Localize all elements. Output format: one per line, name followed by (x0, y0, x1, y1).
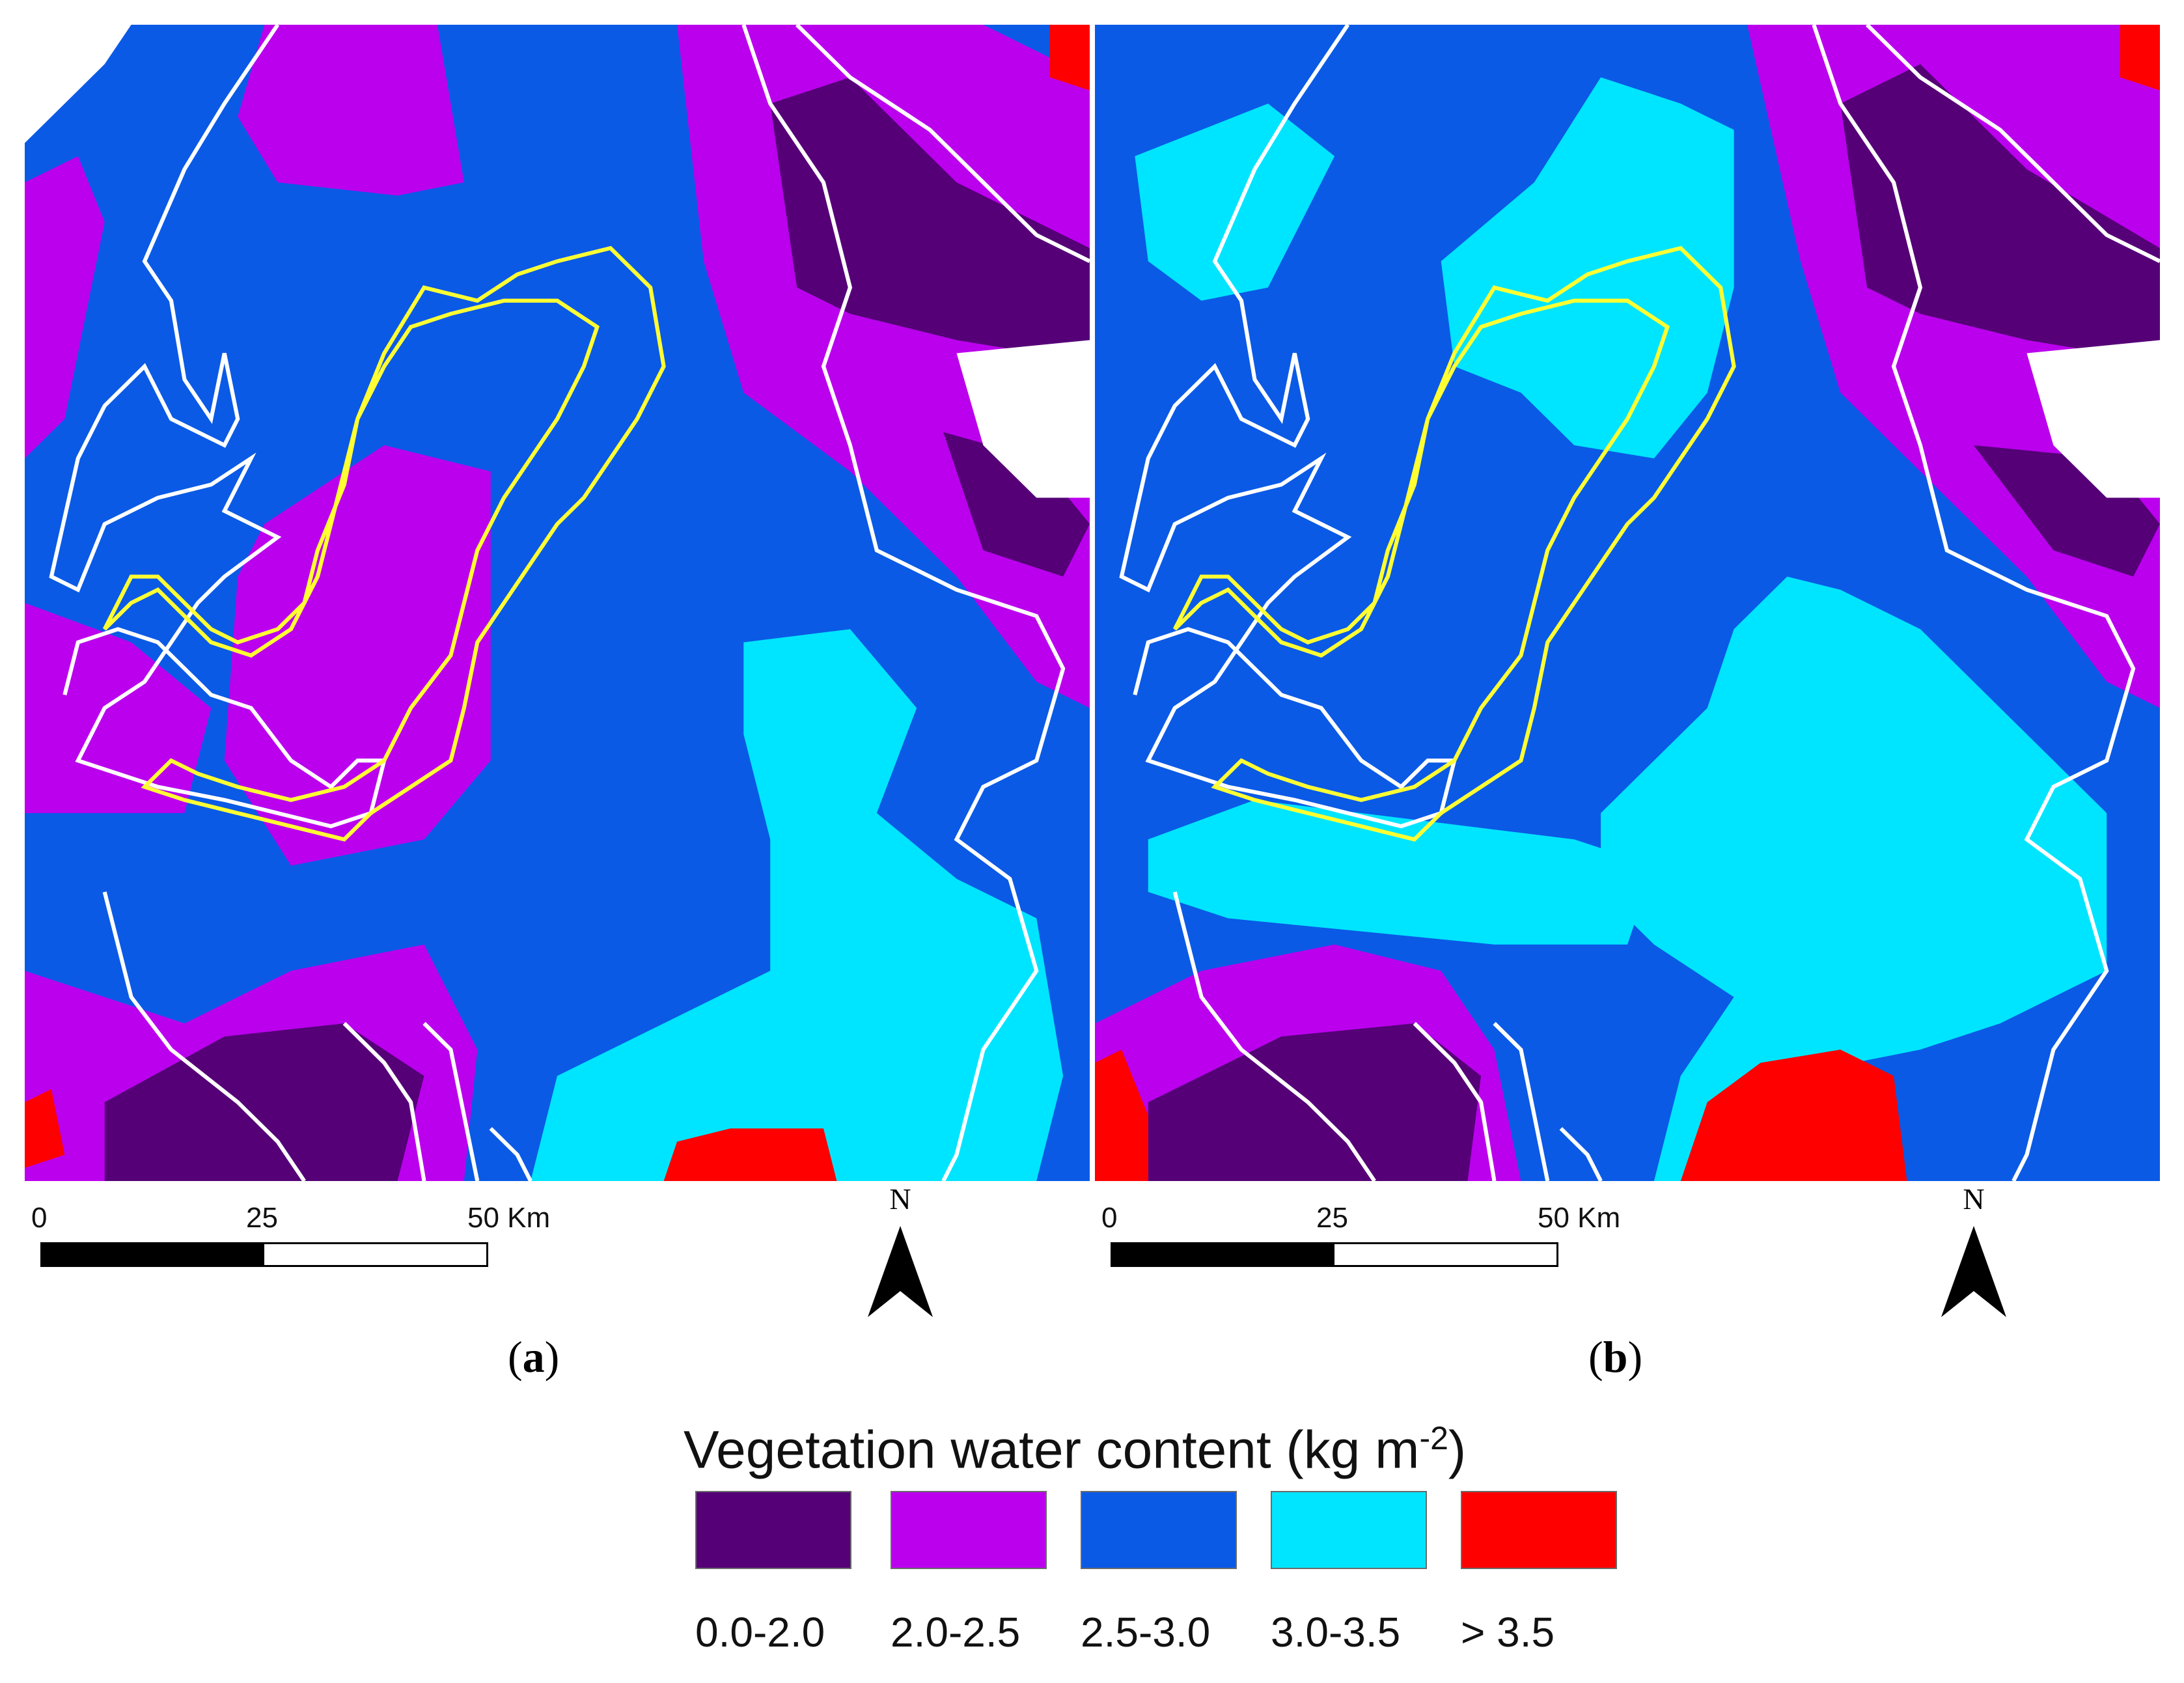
scale-tick-25: 25 (246, 1202, 278, 1234)
legend-swatch (1271, 1491, 1427, 1569)
class-gt-3.5-region (25, 1089, 65, 1168)
north-label: N (889, 1182, 911, 1216)
scale-bar-b: 0 25 50 Km (1095, 1197, 1620, 1275)
scale-bar-graphic (1111, 1242, 1558, 1267)
legend-swatch (1081, 1491, 1237, 1569)
legend-label: 2.5-3.0 (1081, 1609, 1211, 1656)
legend-label: 3.0-3.5 (1271, 1609, 1401, 1656)
map-panel-a (25, 25, 1090, 1181)
class-2.0-2.5-region (25, 156, 105, 458)
class-3.0-3.5-region (1441, 77, 1734, 458)
scale-tick-0: 0 (31, 1202, 48, 1234)
legend-swatch (1461, 1491, 1617, 1569)
north-arrow-icon (1941, 1226, 2006, 1317)
map-b-svg (1095, 25, 2160, 1181)
study-area-outline (102, 245, 666, 842)
legend-item-2: 2.5-3.0 (1081, 1491, 1243, 1656)
class-3.0-3.5-region (1601, 576, 2107, 1181)
legend-label: 2.0-2.5 (891, 1609, 1021, 1656)
class-0.0-2.0-region (943, 432, 1090, 577)
class-gt-3.5-region (1095, 1050, 1148, 1181)
scale-bar-graphic (40, 1242, 488, 1267)
legend-title: Vegetation water content (kg m-2) (684, 1420, 1467, 1480)
north-label: N (1963, 1182, 1985, 1216)
class-gt-3.5-region (663, 1128, 837, 1181)
scale-tick-25: 25 (1316, 1202, 1348, 1234)
legend-item-0: 0.0-2.0 (695, 1491, 858, 1656)
map-a-svg (25, 25, 1090, 1181)
class-0.0-2.0-region (770, 77, 1090, 367)
scale-tick-50: 50 Km (467, 1202, 551, 1234)
scale-tick-0: 0 (1101, 1202, 1118, 1234)
legend-item-3: 3.0-3.5 (1271, 1491, 1433, 1656)
class-gt-3.5-region (1680, 1050, 1907, 1181)
legend-item-1: 2.0-2.5 (891, 1491, 1053, 1656)
class-0.0-2.0-region (1148, 1023, 1482, 1181)
class-gt-3.5-region (2120, 25, 2160, 90)
scale-bar-a: 0 25 50 Km (25, 1197, 550, 1275)
class-gt-3.5-region (1049, 25, 1090, 90)
north-arrow-a: N (864, 1182, 936, 1318)
legend-label: 0.0-2.0 (695, 1609, 825, 1656)
map-panel-b (1095, 25, 2160, 1181)
no-data-area (2026, 340, 2160, 498)
north-arrow-icon (868, 1226, 933, 1317)
class-3.0-3.5-region (1148, 800, 1654, 945)
legend-label: > 3.5 (1461, 1609, 1555, 1656)
panel-label-a: (a) (508, 1332, 560, 1382)
boundary-outlines (1119, 25, 2160, 1181)
legend-item-4: > 3.5 (1461, 1491, 1624, 1656)
class-0.0-2.0-region (104, 1023, 424, 1181)
class-3.0-3.5-region (1135, 104, 1335, 301)
class-2.0-2.5-region (25, 603, 212, 813)
study-area-outline (1172, 245, 1736, 842)
boundary-outlines (49, 25, 1090, 1181)
class-2.0-2.5-region (238, 25, 464, 196)
scale-tick-50: 50 Km (1538, 1202, 1621, 1234)
legend-swatch (891, 1491, 1047, 1569)
no-data-area (25, 25, 131, 143)
legend-swatch (695, 1491, 851, 1569)
class-3.0-3.5-region (531, 629, 1064, 1181)
panel-label-b: (b) (1588, 1332, 1643, 1382)
north-arrow-b: N (1938, 1182, 2010, 1318)
no-data-area (956, 340, 1090, 498)
